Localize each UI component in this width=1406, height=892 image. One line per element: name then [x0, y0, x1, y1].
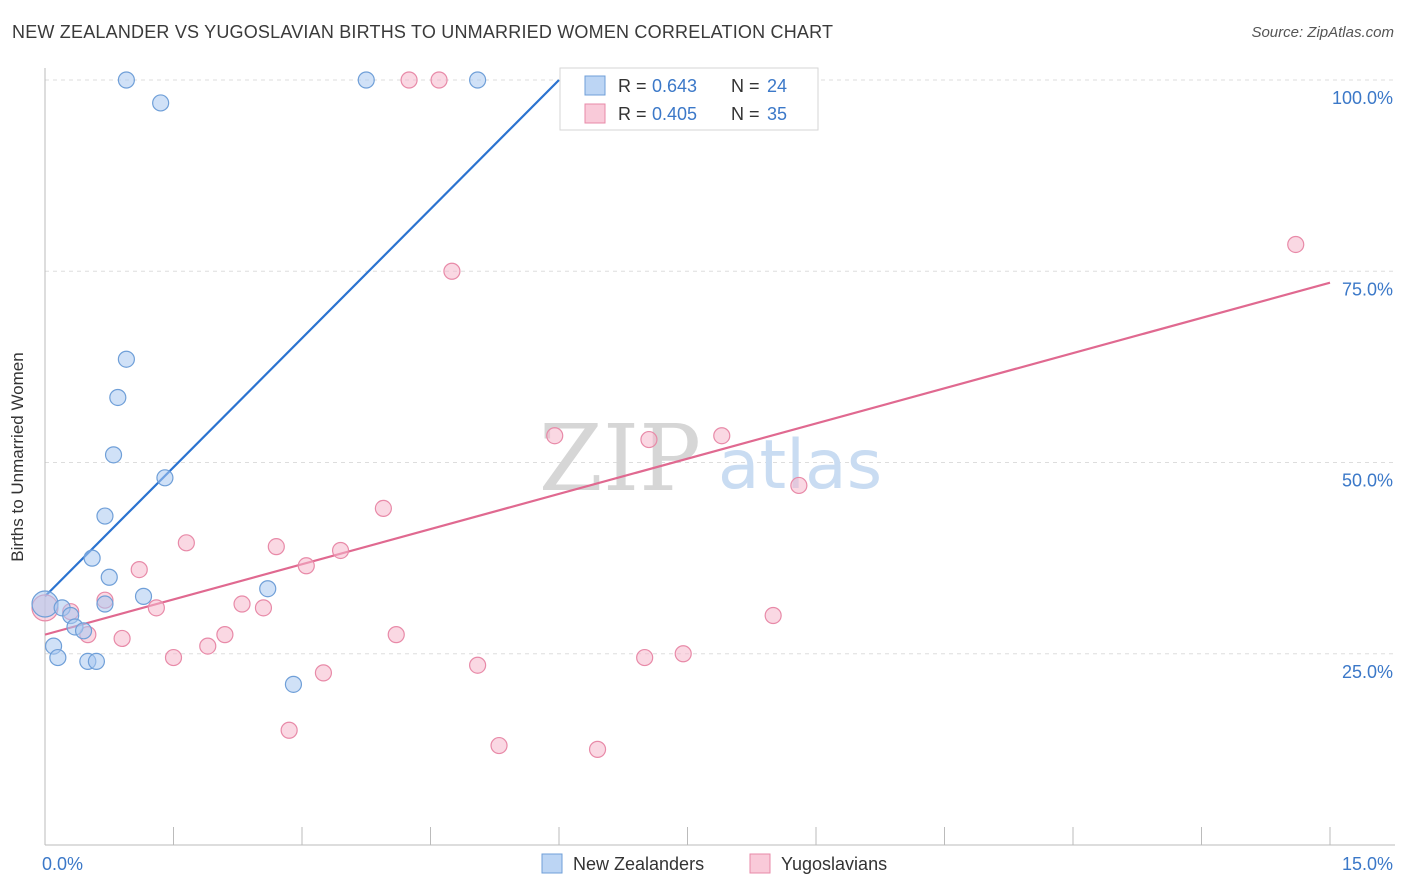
point-blue — [357, 71, 375, 89]
point-pink — [430, 71, 448, 89]
point-pink — [443, 262, 461, 280]
r-value-1: 0.643 — [652, 76, 697, 96]
point-pink — [267, 538, 285, 556]
n-value-2: 35 — [767, 104, 787, 124]
point-pink — [254, 599, 273, 617]
point-pink — [546, 427, 564, 445]
point-pink — [280, 721, 298, 739]
legend-label-new-zealanders: New Zealanders — [573, 854, 704, 874]
point-blue — [259, 580, 277, 598]
point-blue — [83, 549, 101, 567]
legend-swatch-new-zealanders — [541, 853, 563, 874]
y-tick-label: 25.0% — [1342, 662, 1393, 682]
point-pink — [640, 430, 658, 449]
point-blue — [104, 446, 123, 464]
y-tick-label: 100.0% — [1332, 88, 1393, 108]
n-label-1: N = — [731, 76, 760, 96]
x-tick-labels: 0.0% 15.0% — [42, 854, 1393, 874]
trend-line-blue — [44, 79, 560, 598]
point-blue — [469, 71, 487, 89]
watermark-zip: ZIP — [539, 405, 701, 512]
point-blue — [109, 388, 127, 407]
point-blue — [87, 652, 106, 671]
point-pink — [216, 626, 234, 644]
point-pink — [164, 648, 183, 667]
trend-lines — [44, 79, 1331, 636]
x-tick-label-right: 15.0% — [1342, 854, 1393, 874]
point-pink — [147, 599, 165, 617]
legend-swatch-yugoslavians — [749, 853, 771, 874]
point-pink — [713, 427, 731, 445]
point-pink — [314, 664, 333, 682]
n-value-1: 24 — [767, 76, 787, 96]
point-pink — [130, 560, 148, 579]
point-blue — [284, 675, 303, 693]
point-pink — [177, 534, 195, 552]
bottom-legend: New Zealanders Yugoslavians — [541, 853, 887, 874]
trend-line-pink — [44, 281, 1331, 636]
r-label-1: R = — [618, 76, 647, 96]
point-blue — [100, 568, 118, 586]
point-blue — [74, 622, 93, 640]
point-pink — [199, 637, 217, 655]
point-pink — [636, 648, 654, 667]
point-pink — [490, 736, 508, 755]
chart-title: NEW ZEALANDER VS YUGOSLAVIAN BIRTHS TO U… — [12, 22, 834, 42]
point-pink — [588, 740, 607, 758]
axes — [44, 68, 1395, 846]
point-pink — [113, 629, 131, 648]
y-tick-label: 50.0% — [1342, 471, 1393, 491]
point-blue — [117, 71, 135, 89]
point-blue — [96, 595, 114, 613]
point-pink — [790, 476, 808, 495]
r-value-2: 0.405 — [652, 104, 697, 124]
gridlines — [45, 79, 1395, 655]
legend-label-yugoslavians: Yugoslavians — [781, 854, 887, 874]
point-blue — [156, 469, 174, 487]
point-blue — [117, 350, 135, 368]
legend-swatch-pink — [584, 103, 606, 124]
point-pink — [1287, 235, 1305, 254]
point-pink — [387, 626, 405, 644]
point-pink — [400, 71, 418, 89]
point-pink — [297, 557, 315, 575]
point-blue — [152, 94, 170, 112]
source-note: Source: ZipAtlas.com — [1251, 24, 1394, 41]
point-pink — [233, 595, 251, 613]
point-blue — [31, 590, 59, 618]
point-blue — [49, 648, 67, 667]
correlation-legend: R = 0.643 N = 24 R = 0.405 N = 35 — [559, 67, 819, 131]
point-pink — [374, 499, 392, 517]
y-tick-label: 75.0% — [1342, 279, 1393, 299]
point-pink — [469, 656, 487, 674]
r-label-2: R = — [618, 104, 647, 124]
data-points — [31, 71, 1305, 758]
n-label-2: N = — [731, 104, 760, 124]
point-pink — [674, 645, 692, 663]
point-blue — [134, 587, 153, 605]
point-pink — [331, 541, 350, 560]
x-tick-label-left: 0.0% — [42, 854, 83, 874]
y-tick-labels: 100.0% 75.0% 50.0% 25.0% — [1332, 88, 1393, 682]
point-blue — [96, 507, 114, 525]
legend-swatch-blue — [584, 75, 606, 96]
point-pink — [764, 606, 782, 625]
